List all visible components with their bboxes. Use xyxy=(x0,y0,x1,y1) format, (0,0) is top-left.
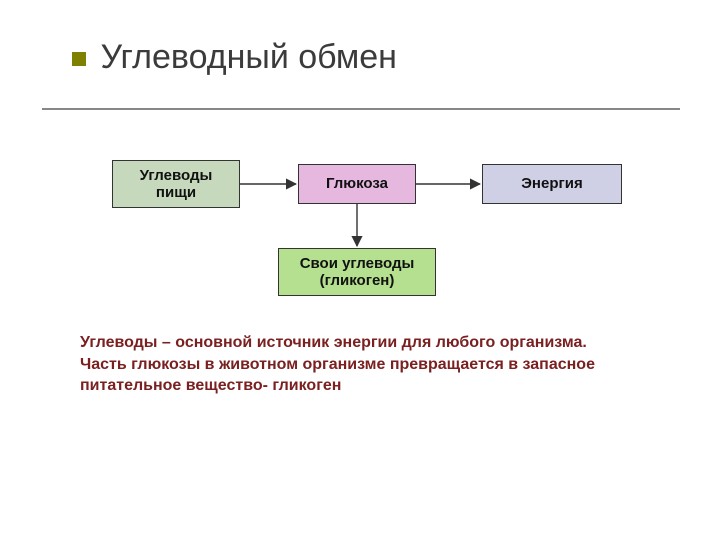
title-bullet xyxy=(72,52,86,66)
flowchart-node-glucose: Глюкоза xyxy=(298,164,416,204)
flowchart-node-food: Углеводы пищи xyxy=(112,160,240,208)
title-row: Углеводный обмен xyxy=(72,38,680,77)
flowchart-node-label: Энергия xyxy=(521,175,582,192)
flowchart-node-label: Углеводы пищи xyxy=(140,167,213,202)
flowchart-node-energy: Энергия xyxy=(482,164,622,204)
flowchart-node-label: Глюкоза xyxy=(326,175,388,192)
flowchart-node-glycogen: Свои углеводы (гликоген) xyxy=(278,248,436,296)
title-rule xyxy=(42,108,680,110)
caption-text: Углеводы – основной источник энергии для… xyxy=(80,332,660,397)
page-title: Углеводный обмен xyxy=(100,38,397,76)
flowchart-node-label: Свои углеводы (гликоген) xyxy=(300,255,415,290)
